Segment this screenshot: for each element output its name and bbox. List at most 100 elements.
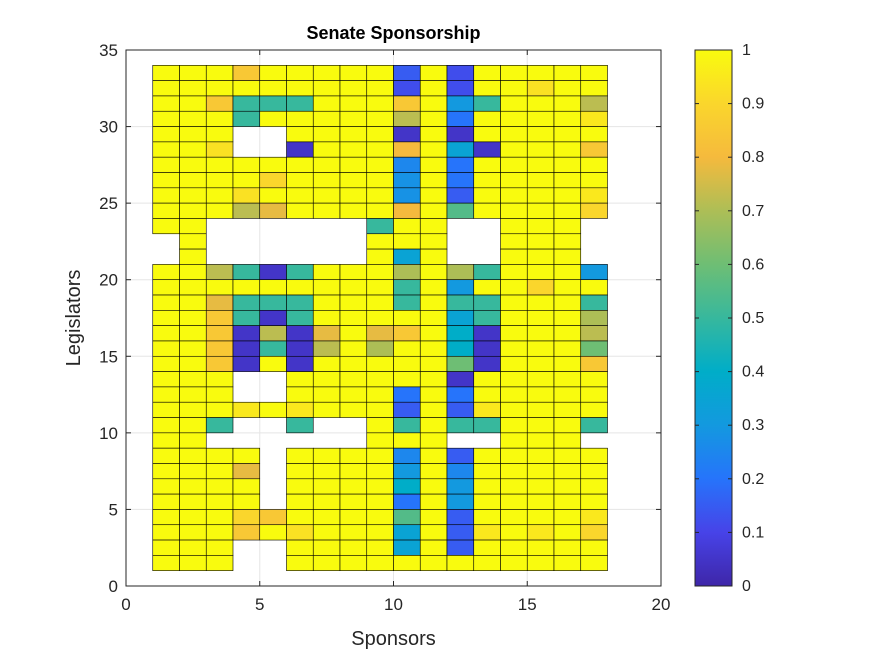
heatmap-cell: [339, 294, 368, 311]
heatmap-cell: [366, 218, 394, 235]
y-tick-label: 5: [109, 500, 118, 519]
heatmap-cell: [232, 264, 261, 281]
heatmap-cell: [179, 371, 207, 388]
heatmap-cell: [419, 156, 448, 173]
heatmap-cell: [526, 355, 555, 372]
heatmap-cell: [526, 279, 555, 296]
heatmap-cell: [232, 310, 261, 326]
heatmap-cell: [473, 325, 501, 342]
heatmap-cell: [259, 264, 287, 281]
heatmap-cell: [366, 478, 394, 495]
heatmap-cell: [205, 371, 234, 388]
heatmap-cell: [393, 493, 421, 510]
heatmap-cell: [179, 95, 207, 112]
heatmap-cell: [366, 294, 394, 311]
heatmap-cell: [553, 141, 582, 158]
heatmap-cell: [500, 310, 528, 326]
heatmap-cell: [473, 555, 501, 571]
heatmap-cell: [259, 110, 287, 127]
heatmap-cell: [205, 294, 234, 311]
heatmap-cell: [339, 555, 368, 571]
heatmap-cell: [366, 126, 394, 143]
heatmap-cell: [393, 264, 421, 281]
heatmap-cell: [312, 202, 341, 219]
heatmap-cell: [526, 432, 555, 449]
heatmap-cell: [473, 340, 501, 357]
heatmap-cell: [232, 509, 261, 526]
heatmap-cell: [500, 447, 528, 464]
heatmap-cell: [393, 248, 421, 265]
heatmap-cell: [232, 187, 261, 204]
heatmap-cell: [500, 95, 528, 112]
heatmap-cell: [286, 417, 314, 434]
heatmap-cell: [580, 65, 608, 81]
heatmap-cell: [526, 417, 555, 434]
heatmap-cell: [393, 95, 421, 112]
heatmap-cell: [393, 463, 421, 480]
heatmap-cell: [312, 187, 341, 204]
heatmap-cell: [259, 172, 287, 189]
heatmap-cell: [205, 80, 234, 97]
heatmap-cell: [152, 294, 180, 311]
heatmap-cell: [553, 264, 582, 281]
heatmap-cell: [580, 463, 608, 480]
heatmap-cell: [419, 539, 448, 556]
heatmap-cell: [473, 172, 501, 189]
heatmap-cells: [152, 65, 608, 571]
y-tick-label: 10: [99, 424, 118, 443]
heatmap-cell: [312, 463, 341, 480]
heatmap-cell: [419, 233, 448, 250]
heatmap-cell: [419, 294, 448, 311]
heatmap-cell: [473, 478, 501, 495]
heatmap-cell: [580, 110, 608, 127]
heatmap-cell: [419, 218, 448, 235]
heatmap-cell: [446, 80, 475, 97]
heatmap-cell: [339, 524, 368, 541]
heatmap-cell: [553, 202, 582, 219]
heatmap-cell: [393, 432, 421, 449]
heatmap-cell: [152, 126, 180, 143]
heatmap-cell: [393, 478, 421, 495]
heatmap-cell: [419, 371, 448, 388]
heatmap-cell: [500, 187, 528, 204]
heatmap-cell: [339, 539, 368, 556]
x-tick-label: 5: [255, 595, 264, 614]
heatmap-cell: [553, 279, 582, 296]
heatmap-cell: [152, 264, 180, 281]
heatmap-cell: [526, 478, 555, 495]
heatmap-cell: [286, 555, 314, 571]
heatmap-cell: [580, 355, 608, 372]
heatmap-cell: [526, 325, 555, 342]
heatmap-cell: [500, 264, 528, 281]
heatmap-cell: [526, 233, 555, 250]
heatmap-cell: [205, 65, 234, 81]
heatmap-cell: [446, 524, 475, 541]
heatmap-cell: [500, 279, 528, 296]
heatmap-cell: [526, 371, 555, 388]
heatmap-cell: [553, 172, 582, 189]
heatmap-cell: [259, 509, 287, 526]
heatmap-cell: [152, 141, 180, 158]
heatmap-cell: [286, 539, 314, 556]
heatmap-cell: [446, 325, 475, 342]
heatmap-cell: [526, 156, 555, 173]
heatmap-cell: [366, 340, 394, 357]
heatmap-cell: [205, 478, 234, 495]
heatmap-cell: [286, 310, 314, 326]
heatmap-cell: [526, 110, 555, 127]
heatmap-cell: [339, 264, 368, 281]
heatmap-cell: [553, 493, 582, 510]
heatmap-cell: [205, 202, 234, 219]
heatmap-cell: [339, 463, 368, 480]
heatmap-cell: [473, 493, 501, 510]
heatmap-cell: [179, 172, 207, 189]
heatmap-cell: [366, 432, 394, 449]
heatmap-cell: [393, 294, 421, 311]
heatmap-cell: [500, 493, 528, 510]
heatmap-cell: [232, 110, 261, 127]
heatmap-cell: [179, 524, 207, 541]
y-tick-label: 25: [99, 194, 118, 213]
heatmap-cell: [179, 401, 207, 418]
heatmap-cell: [419, 110, 448, 127]
heatmap-cell: [205, 187, 234, 204]
